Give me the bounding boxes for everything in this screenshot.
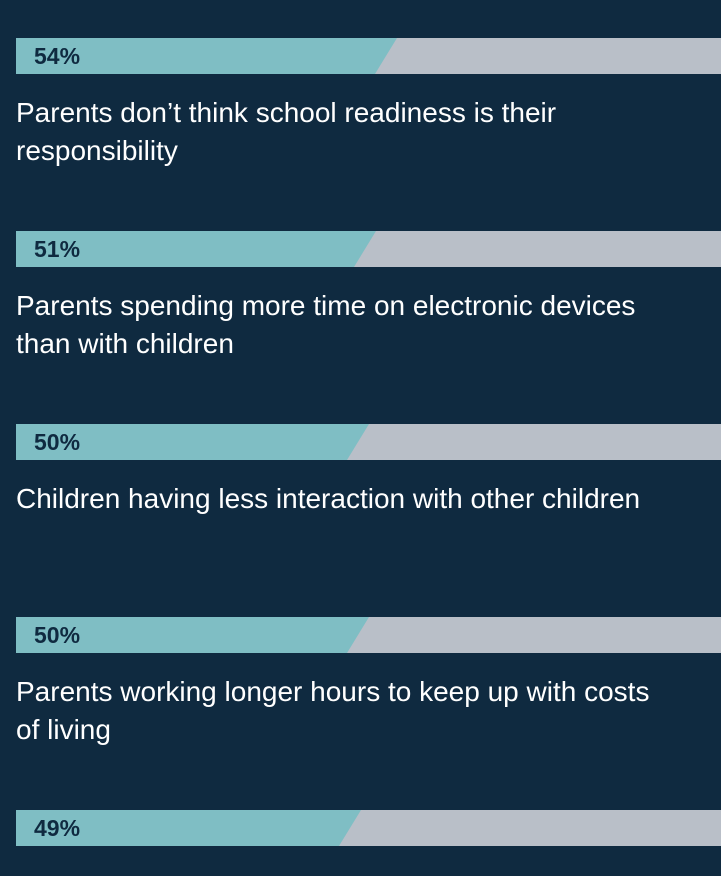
bar — [16, 38, 397, 74]
bar-value-label: 50% — [34, 622, 81, 648]
bar-track: 50% — [16, 424, 721, 460]
bar — [16, 231, 376, 267]
bar — [16, 617, 369, 653]
category-label: Parents don’t think school readiness is … — [16, 97, 557, 166]
category-label: Parents spending more time on electronic… — [16, 290, 636, 359]
bar-track: 51% — [16, 231, 721, 267]
bar-value-label: 51% — [34, 236, 81, 262]
category-label: Children having less interaction with ot… — [16, 483, 641, 514]
bar-track: 50% — [16, 617, 721, 653]
category-label: Parents working longer hours to keep up … — [16, 676, 650, 745]
bar — [16, 810, 361, 846]
bar-value-label: 54% — [34, 43, 81, 69]
bar — [16, 424, 369, 460]
bar-track: 54% — [16, 38, 721, 74]
bar-value-label: 49% — [34, 815, 81, 841]
bar-value-label: 50% — [34, 429, 81, 455]
bar-track: 49% — [16, 810, 721, 846]
